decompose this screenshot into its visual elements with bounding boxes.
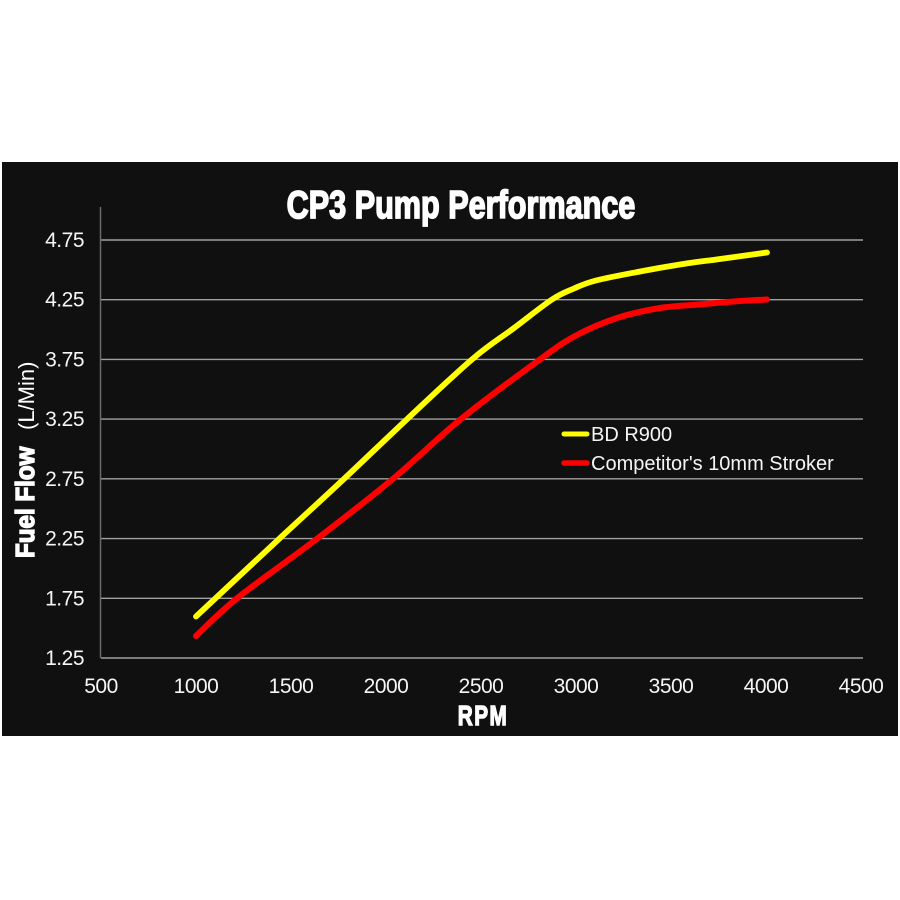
svg-text:3500: 3500 [649, 675, 694, 698]
svg-text:Fuel Flow: Fuel Flow [11, 446, 40, 558]
svg-text:(L/Min): (L/Min) [14, 362, 39, 430]
svg-text:1.25: 1.25 [45, 647, 84, 670]
svg-text:3000: 3000 [554, 675, 599, 698]
svg-text:3.25: 3.25 [45, 408, 84, 431]
svg-text:4000: 4000 [744, 675, 789, 698]
svg-text:RPM: RPM [458, 701, 508, 732]
svg-text:4500: 4500 [839, 675, 884, 698]
svg-text:1500: 1500 [269, 675, 314, 698]
svg-text:1000: 1000 [174, 675, 219, 698]
svg-text:Competitor's 10mm Stroker: Competitor's 10mm Stroker [591, 453, 834, 475]
svg-text:2500: 2500 [459, 675, 504, 698]
svg-text:2.75: 2.75 [45, 468, 84, 491]
svg-text:3.75: 3.75 [45, 348, 84, 371]
svg-text:4.25: 4.25 [45, 289, 84, 312]
svg-text:2.25: 2.25 [45, 528, 84, 551]
svg-text:500: 500 [84, 675, 118, 698]
svg-text:4.75: 4.75 [45, 229, 84, 252]
svg-text:BD R900: BD R900 [591, 424, 672, 446]
svg-text:CP3 Pump Performance: CP3 Pump Performance [287, 184, 636, 227]
svg-text:2000: 2000 [364, 675, 409, 698]
svg-text:1.75: 1.75 [45, 587, 84, 610]
